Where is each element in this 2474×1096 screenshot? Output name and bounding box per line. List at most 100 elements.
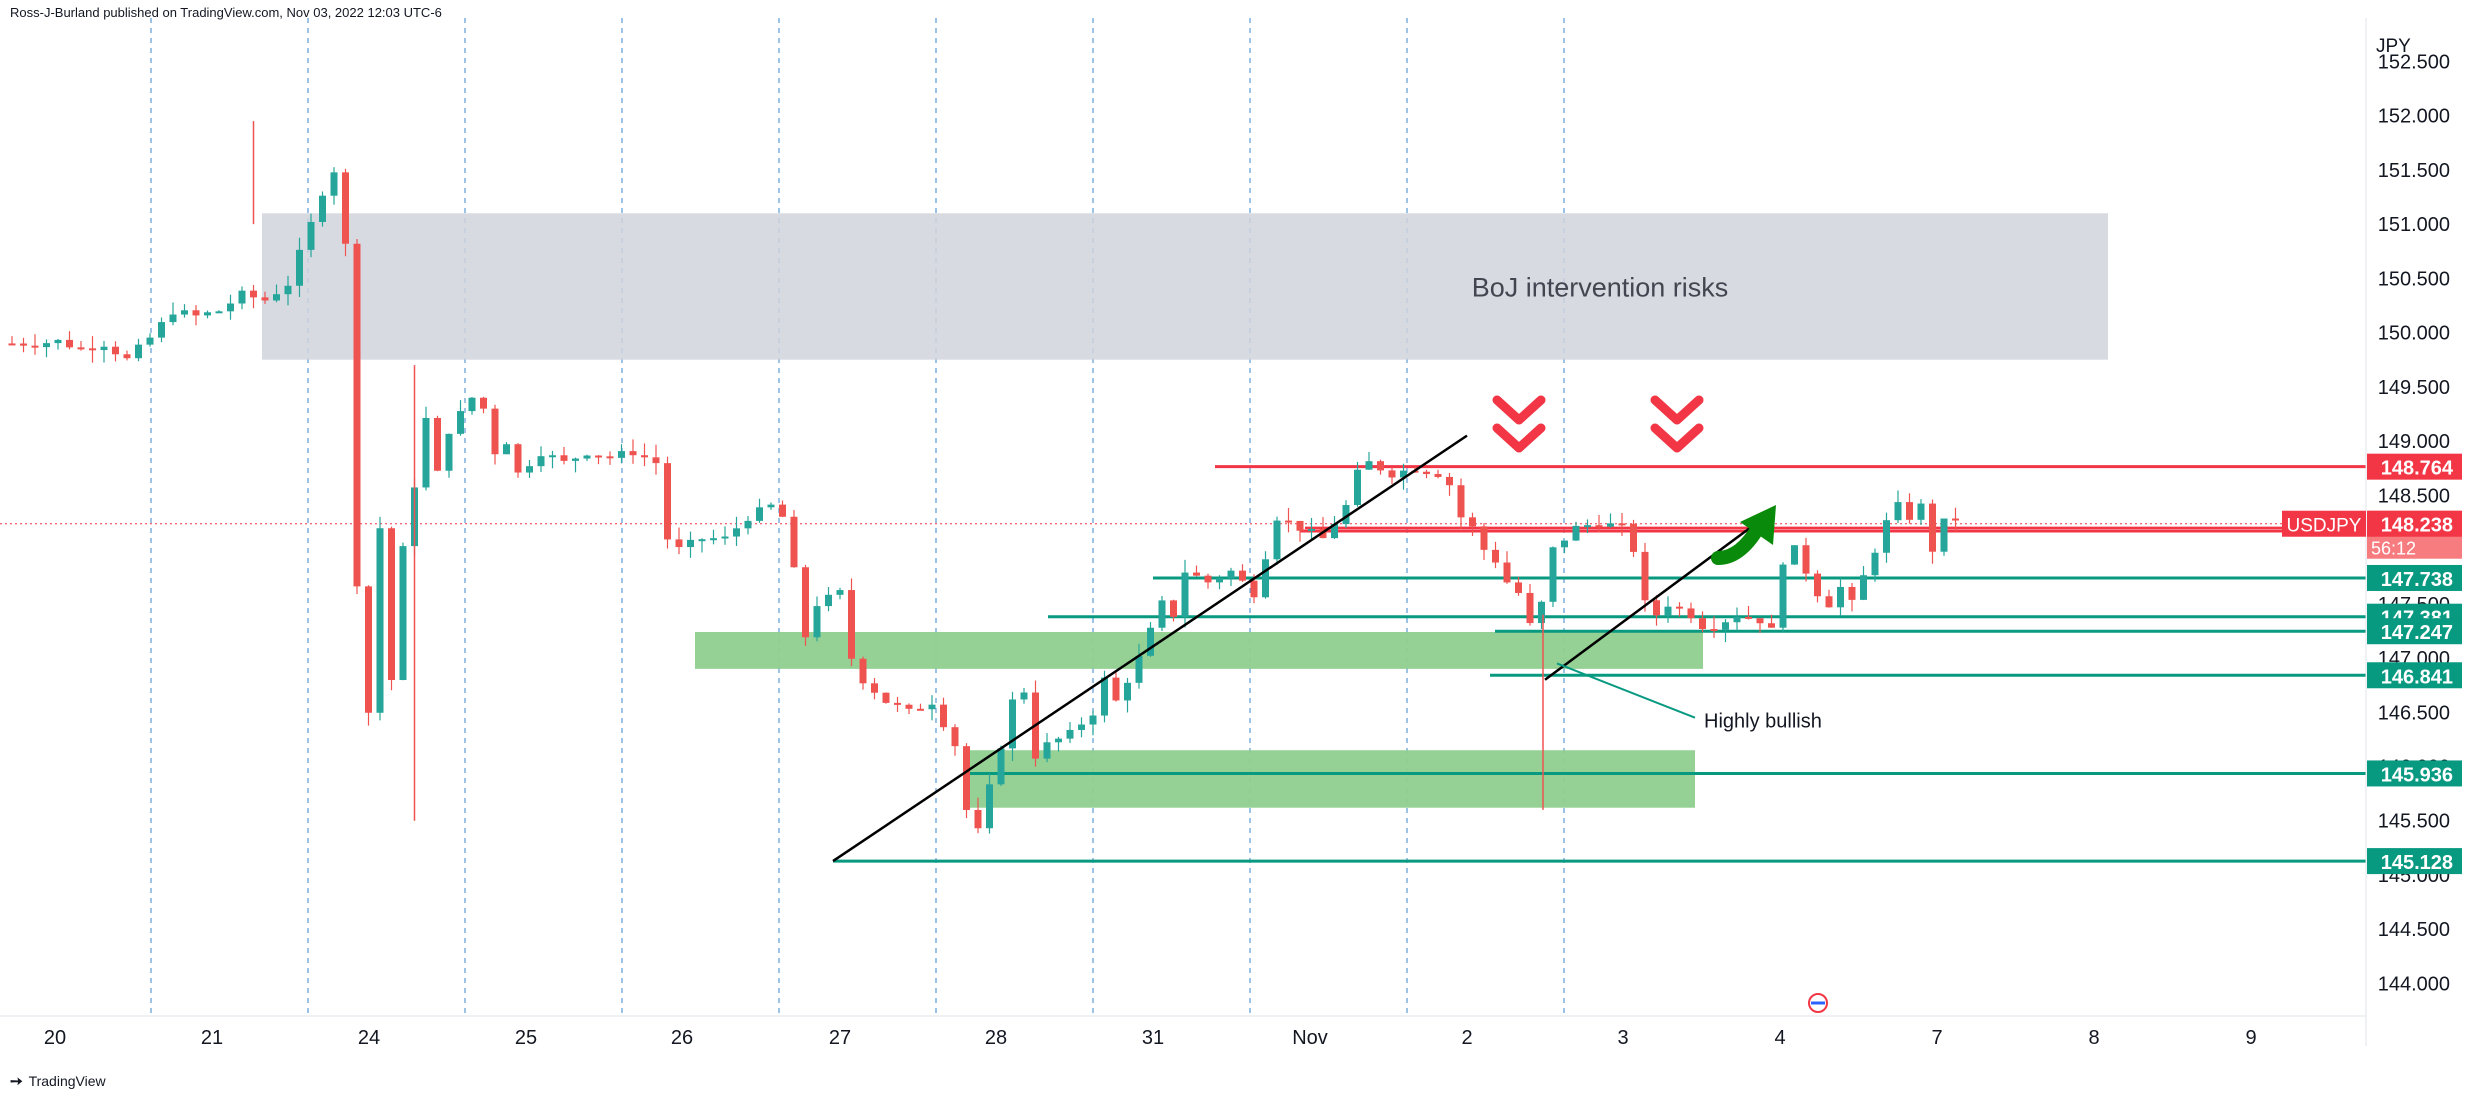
price-zones: BoJ intervention risks — [262, 213, 2108, 808]
candle-body — [307, 221, 315, 250]
candle-body — [1618, 523, 1626, 526]
candle-body — [779, 504, 786, 517]
price-label-text: 147.738 — [2381, 569, 2453, 591]
candle-body — [204, 312, 211, 316]
candle-body — [1101, 677, 1108, 716]
candle-body — [296, 249, 303, 286]
candle-body — [710, 538, 717, 541]
candle-body — [1814, 573, 1821, 597]
candle-body — [1296, 520, 1304, 531]
trendlines — [832, 434, 1773, 863]
candle-body — [1457, 485, 1465, 518]
candle-body — [1572, 525, 1580, 541]
candle-body — [1503, 562, 1511, 583]
candle-body — [1871, 552, 1879, 576]
candle-body — [1273, 520, 1281, 560]
candle-body — [1446, 476, 1453, 486]
candle-body — [1055, 738, 1062, 743]
candle-body — [871, 683, 878, 693]
candle-body — [250, 290, 257, 298]
current-price-text: 148.238 — [2381, 515, 2453, 537]
candle-body — [928, 704, 936, 710]
candle-body — [1135, 655, 1143, 683]
candle-body — [1124, 682, 1131, 701]
price-label-box — [2367, 848, 2462, 875]
y-tick-label: 150.500 — [2378, 268, 2450, 290]
price-label-box — [2367, 564, 2462, 591]
tradingview-footer[interactable]: ➙ TradingView — [10, 1072, 106, 1090]
y-tick-label: 151.500 — [2378, 160, 2450, 182]
candle-body — [1906, 502, 1913, 520]
candle-body — [1331, 524, 1338, 539]
candle-body — [744, 520, 752, 529]
candle-body — [100, 346, 108, 351]
candle-body — [273, 294, 280, 301]
candle-body — [1009, 699, 1016, 749]
candle-body — [675, 539, 683, 548]
candle-body — [1825, 596, 1833, 608]
candle-body — [1526, 592, 1534, 624]
candle-body — [1181, 572, 1189, 617]
candle-body — [606, 456, 614, 459]
price-label-box — [2367, 662, 2462, 689]
candle-body — [836, 590, 844, 595]
candle-body — [813, 606, 821, 638]
currency-label: JPY — [2376, 36, 2411, 57]
candle-body — [77, 347, 85, 350]
x-tick-label: 27 — [829, 1027, 851, 1049]
uptrend-line-major — [832, 434, 1468, 863]
candle-body — [1641, 551, 1649, 601]
candle-body — [974, 809, 982, 829]
candle-body — [330, 172, 338, 196]
candle-body — [825, 594, 832, 607]
candle-body — [1802, 545, 1810, 574]
price-label-box — [2367, 618, 2462, 645]
price-label-text: 145.936 — [2381, 764, 2453, 786]
candle-body — [1848, 586, 1856, 600]
candle-body — [1112, 677, 1120, 701]
candle-body — [1078, 724, 1085, 730]
candle-body — [629, 451, 637, 456]
candle-body — [503, 444, 510, 455]
candle-body — [1239, 570, 1246, 581]
candle-body — [1204, 575, 1212, 583]
annotations: Highly bullish — [1492, 395, 1822, 733]
candle-body — [917, 708, 924, 711]
candle-body — [158, 322, 165, 338]
candle-body — [1917, 503, 1925, 520]
candle-body — [123, 354, 131, 359]
candle-body — [963, 746, 970, 810]
y-tick-label: 149.000 — [2378, 431, 2450, 453]
x-tick-label: 8 — [2088, 1027, 2099, 1049]
candle-body — [1894, 502, 1902, 521]
candle-body — [1492, 549, 1499, 563]
chevron-down-icon — [1650, 395, 1704, 425]
x-tick-label: 21 — [201, 1027, 223, 1049]
price-label-box — [2367, 760, 2462, 787]
price-label-text: 147.247 — [2381, 622, 2453, 644]
candle-body — [721, 536, 729, 539]
candle-body — [284, 285, 292, 295]
candle-body — [1020, 692, 1028, 700]
chevron-down-icon — [1650, 423, 1704, 453]
candle-body — [112, 346, 119, 355]
y-tick-label: 152.500 — [2378, 51, 2450, 73]
candle-body — [572, 458, 579, 461]
candle-body — [445, 433, 453, 471]
symbol-label-box — [2282, 510, 2366, 537]
candle-body — [652, 457, 660, 464]
candle-body — [181, 310, 188, 315]
x-tick-label: 25 — [515, 1027, 537, 1049]
y-tick-label: 151.000 — [2378, 214, 2450, 236]
candle-body — [1791, 545, 1798, 565]
candle-body — [1066, 729, 1074, 739]
candle-body — [848, 590, 855, 659]
candle-body — [1262, 559, 1269, 598]
candle-body — [342, 172, 349, 244]
price-label-text: 145.128 — [2381, 852, 2453, 874]
candle-body — [1227, 570, 1235, 579]
x-tick-label: 7 — [1931, 1027, 1942, 1049]
candle-body — [687, 539, 694, 548]
y-tick-label: 146.500 — [2378, 702, 2450, 724]
